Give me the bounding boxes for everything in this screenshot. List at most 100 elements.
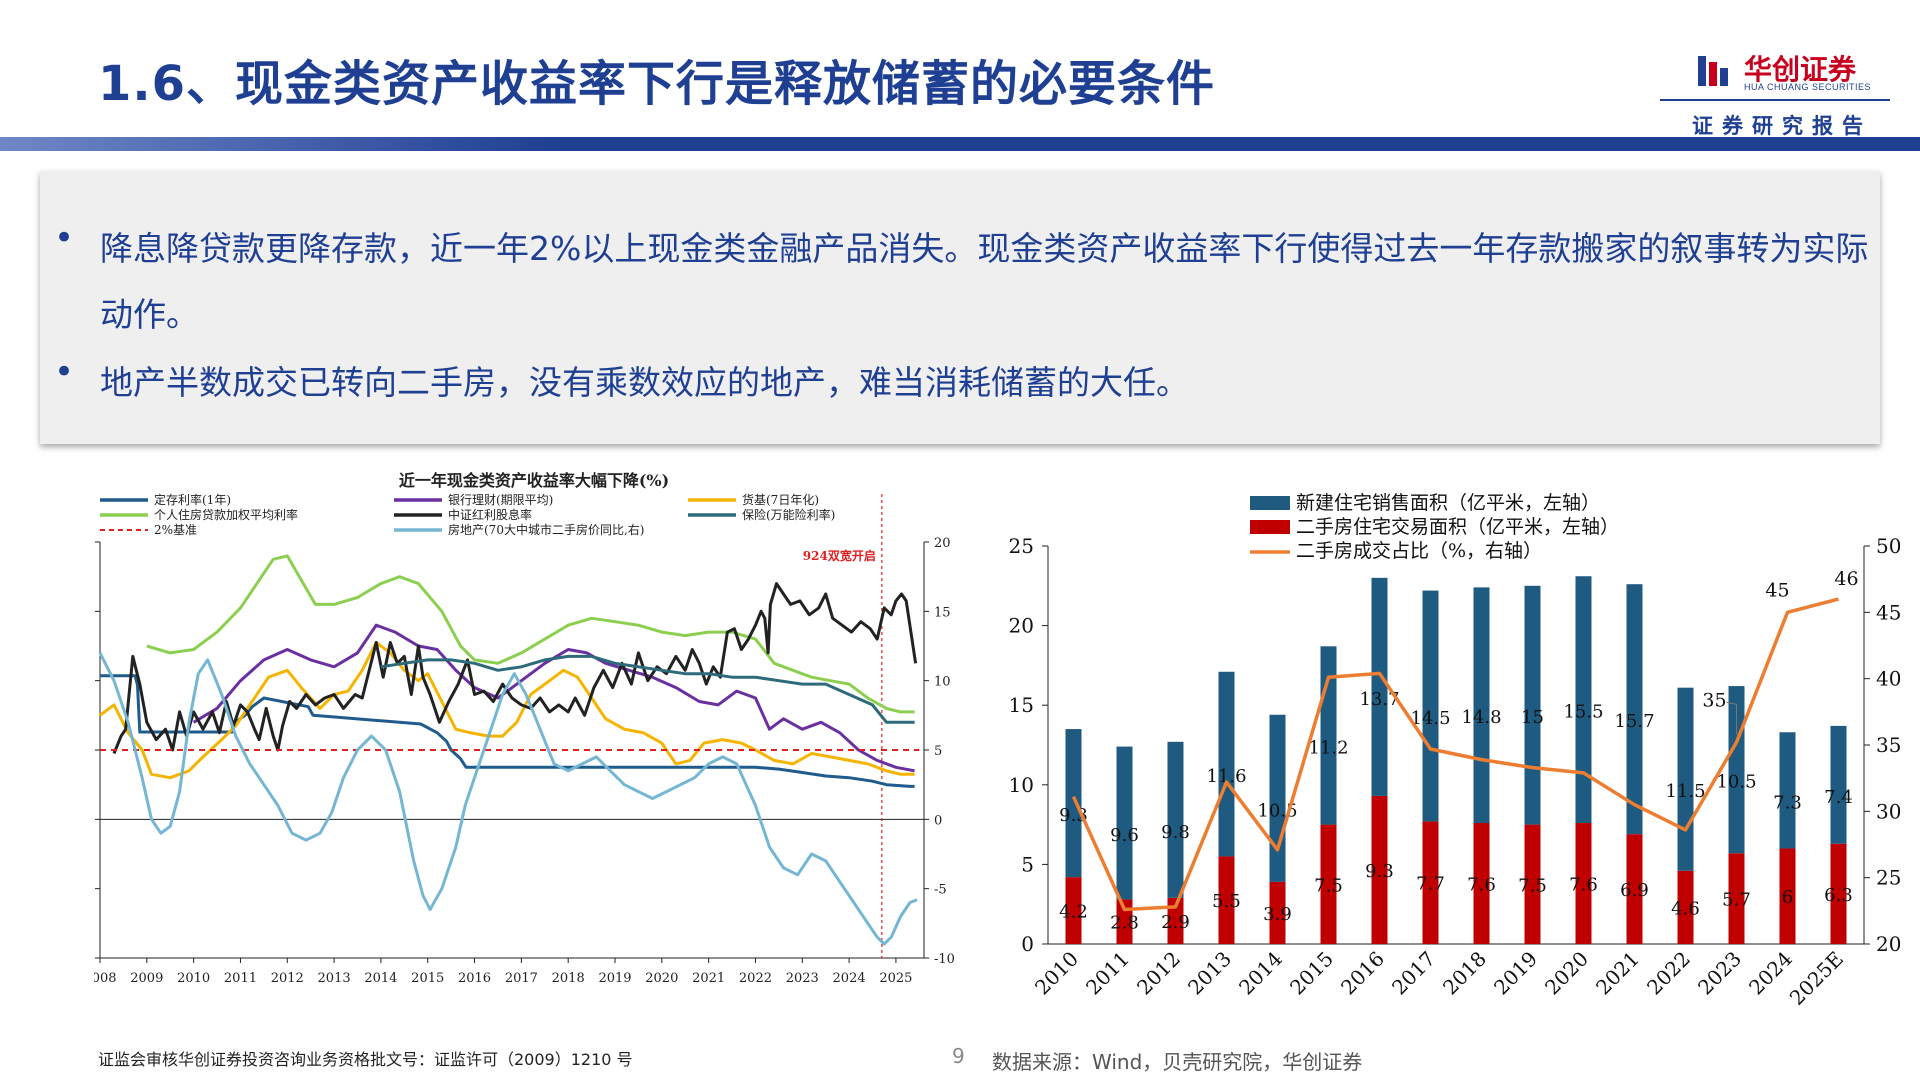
bar-new-home [1269, 714, 1286, 882]
share-line [1071, 597, 1839, 912]
bar-label-secondhand: 6.9 [1620, 880, 1649, 901]
legend-swatch [1250, 496, 1290, 510]
bar-label-secondhand: 5.7 [1722, 890, 1751, 911]
y-tick-label-left: 15 [1009, 693, 1034, 717]
series-line [112, 582, 918, 755]
bar-secondhand [1320, 824, 1337, 944]
bar-new-home [1218, 671, 1235, 857]
legend-label: 银行理财(期限平均) [448, 493, 553, 507]
y-tick-label-right: 25 [1876, 866, 1900, 890]
housing-bar-chart: 新建住宅销售面积（亿平米，左轴）二手房住宅交易面积（亿平米，左轴）二手房成交占比… [1009, 492, 1900, 1010]
brand-mark-icon [1698, 56, 1728, 86]
bar-label-new-home: 15 [1521, 707, 1544, 728]
bar-label-secondhand: 4.2 [1059, 902, 1088, 923]
legend-label: 新建住宅销售面积（亿平米，左轴） [1296, 492, 1600, 514]
x-tick-label: 2024 [833, 971, 866, 986]
line-label: 46 [1834, 568, 1858, 590]
bar-label-new-home: 11.2 [1308, 737, 1348, 758]
chart-title: 近一年现金类资产收益率大幅下降(%) [399, 471, 669, 490]
x-tick-label: 2010 [177, 971, 210, 986]
bar-label-secondhand: 7.6 [1569, 875, 1598, 896]
page-number: 9 [952, 1044, 965, 1068]
label-leader [1726, 701, 1737, 735]
series-line [192, 623, 915, 773]
brand-divider [1660, 99, 1890, 101]
legend-label: 中证红利股息率 [448, 507, 532, 522]
y-tick-label-right: -5 [934, 883, 947, 898]
bar-label-new-home: 15.7 [1614, 711, 1654, 732]
x-tick-label: 2011 [224, 971, 257, 986]
y-tick-label-right: 40 [1876, 667, 1900, 691]
series-line [98, 652, 918, 946]
bar-new-home [1320, 646, 1337, 825]
bar-new-home [1524, 585, 1541, 825]
x-tick-label: 2014 [364, 971, 397, 986]
x-tick-label: 2025 [879, 971, 912, 986]
x-tick-label: 2017 [505, 971, 538, 986]
summary-bullet-2: 地产半数成交已转向二手房，没有乘数效应的地产，难当消耗储蓄的大任。 [100, 363, 1189, 402]
bar-secondhand [1728, 853, 1745, 944]
summary-box [40, 171, 1880, 444]
bar-label-new-home: 11.6 [1206, 766, 1246, 787]
y-tick-label-left: 10 [1009, 773, 1034, 797]
footer-license: 证监会审核华创证券投资咨询业务资格批文号：证监许可（2009）1210 号 [98, 1050, 633, 1069]
x-tick-label: 2023 [1693, 947, 1746, 1000]
x-tick-label: 2022 [739, 971, 772, 986]
y-tick-label-left: 25 [1009, 534, 1034, 558]
x-tick-label: 2016 [458, 971, 491, 986]
bar-label-secondhand: 6.3 [1824, 885, 1853, 906]
bar-label-new-home: 15.5 [1563, 702, 1603, 723]
line-label: 45 [1765, 579, 1789, 601]
bar-secondhand [1473, 823, 1490, 944]
bar-label-secondhand: 2.8 [1110, 913, 1139, 934]
x-tick-label: 2012 [271, 971, 304, 986]
bar-label-secondhand: 5.5 [1212, 891, 1241, 912]
bar-new-home [1677, 687, 1694, 871]
bar-label-secondhand: 7.5 [1314, 875, 1343, 896]
bar-label-new-home: 14.8 [1461, 707, 1501, 728]
bar-secondhand [1269, 881, 1286, 944]
bar-secondhand [1779, 848, 1796, 944]
bar-new-home [1779, 732, 1796, 849]
bar-label-secondhand: 4.6 [1671, 898, 1700, 919]
x-tick-label: 2010 [1030, 947, 1083, 1000]
bar-label-secondhand: 3.9 [1263, 904, 1292, 925]
x-tick-label: 2018 [552, 971, 585, 986]
x-tick-label: 2014 [1234, 947, 1287, 1000]
y-tick-label-right: 20 [1876, 932, 1900, 956]
x-tick-label: 2020 [1540, 947, 1593, 1000]
brand-name: 华创证券 [1744, 53, 1857, 86]
y-tick-label-right: 50 [1876, 534, 1900, 558]
bar-secondhand [1167, 897, 1184, 944]
bar-label-new-home: 14.5 [1410, 708, 1450, 729]
bar-label-new-home: 11.5 [1665, 781, 1705, 802]
legend-label: 二手房住宅交易面积（亿平米，左轴） [1296, 516, 1619, 538]
bullet-dot: • [54, 218, 75, 258]
data-source: 数据来源：Wind，贝壳研究院，华创证券 [992, 1050, 1363, 1074]
bar-label-secondhand: 9.3 [1365, 861, 1394, 882]
y-tick-label-right: -10 [934, 952, 955, 967]
bar-secondhand [1524, 824, 1541, 944]
bar-label-new-home: 13.7 [1359, 689, 1399, 710]
series-line [380, 654, 915, 724]
page-title: 1.6、现金类资产收益率下行是释放储蓄的必要条件 [98, 56, 1216, 112]
bar-new-home [1575, 576, 1592, 824]
bar-secondhand [1218, 856, 1235, 944]
y-tick-label-right: 45 [1876, 600, 1900, 624]
line-label: 35 [1702, 689, 1726, 711]
bar-label-new-home: 7.4 [1824, 787, 1853, 808]
x-tick-label: 2019 [1489, 947, 1542, 1000]
x-tick-label: 2009 [130, 971, 163, 986]
y-tick-label-right: 10 [934, 675, 951, 690]
bar-secondhand [1677, 870, 1694, 944]
summary-bullet-1: 降息降贷款更降存款，近一年2%以上现金类金融产品消失。现金类资产收益率下行使得过… [100, 229, 1869, 334]
bar-label-new-home: 7.3 [1773, 792, 1802, 813]
x-tick-label: 2008 [94, 971, 117, 986]
header-bar-gradient [0, 137, 560, 151]
brand-name-en: HUA CHUANG SECURITIES [1744, 82, 1872, 92]
event-annotation: 924双宽开启 [803, 548, 876, 563]
x-tick-label: 2012 [1132, 947, 1185, 1000]
x-tick-label: 2015 [1285, 947, 1338, 1000]
x-tick-label: 2018 [1438, 947, 1491, 1000]
legend-label: 房地产(70大中城市二手房价同比,右) [448, 522, 644, 537]
